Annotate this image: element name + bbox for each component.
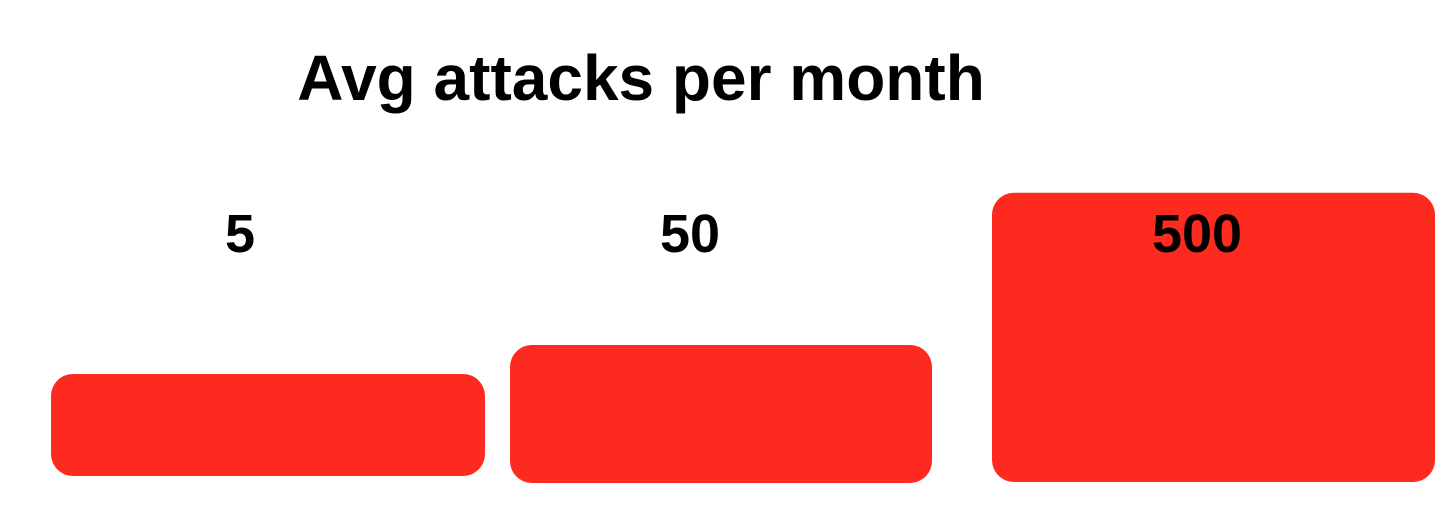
- value-label-1: 5: [225, 204, 255, 264]
- bar-1: [51, 374, 485, 476]
- bar-2: [510, 345, 932, 483]
- bars-group: [51, 192, 1435, 483]
- bar-3: [992, 192, 1435, 483]
- value-label-3: 500: [1152, 204, 1242, 264]
- value-label-2: 50: [660, 204, 720, 264]
- chart-title: Avg attacks per month: [297, 42, 985, 114]
- value-labels-group: 5 50 500: [225, 204, 1242, 264]
